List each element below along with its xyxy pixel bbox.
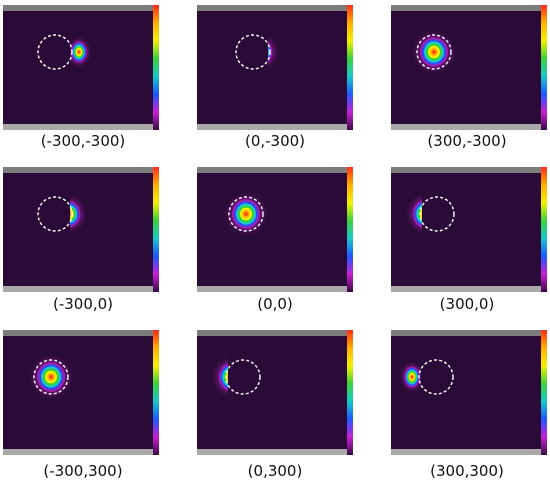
target-dashed-circle (416, 34, 452, 70)
beam-spot (210, 354, 228, 400)
colorbar (347, 330, 353, 455)
target-dashed-circle (235, 34, 271, 70)
image-top-bar (197, 167, 347, 173)
target-dashed-circle (228, 196, 264, 232)
image-bottom-bar (3, 286, 153, 292)
image-bottom-bar (197, 124, 347, 130)
target-dashed-circle (225, 359, 261, 395)
beam-spot (398, 360, 421, 394)
image-bottom-bar (3, 449, 153, 455)
beam-image-5 (197, 167, 353, 292)
image-top-bar (391, 330, 541, 336)
panel-label-1: (-300,-300) (40, 132, 126, 150)
beam-panel-9 (391, 330, 547, 455)
image-top-bar (3, 5, 153, 11)
target-dashed-circle (419, 196, 455, 232)
target-dashed-circle (37, 34, 73, 70)
panel-label-2: (0,-300) (244, 132, 306, 150)
colorbar (541, 5, 547, 130)
panel-label-4: (-300,0) (52, 295, 114, 313)
colorbar (153, 167, 159, 292)
beam-image-2 (197, 5, 353, 130)
colorbar (153, 5, 159, 130)
colorbar (541, 167, 547, 292)
image-bottom-bar (197, 286, 347, 292)
panel-label-3: (300,-300) (427, 132, 507, 150)
beam-image-8 (197, 330, 353, 455)
panel-label-7: (-300,300) (43, 462, 123, 480)
image-background (197, 167, 347, 292)
beam-panel-8 (197, 330, 353, 455)
image-top-bar (391, 167, 541, 173)
colorbar (153, 330, 159, 455)
colorbar (347, 5, 353, 130)
target-dashed-circle (37, 196, 73, 232)
beam-image-9 (391, 330, 547, 455)
image-top-bar (197, 5, 347, 11)
beam-image-4 (3, 167, 159, 292)
target-dashed-circle (33, 359, 69, 395)
panel-label-9: (300,300) (430, 462, 504, 480)
beam-panel-4 (3, 167, 159, 292)
beam-panel-1 (3, 5, 159, 130)
image-top-bar (391, 5, 541, 11)
image-top-bar (197, 330, 347, 336)
beam-image-1 (3, 5, 159, 130)
beam-image-7 (3, 330, 159, 455)
panel-label-8: (0,300) (247, 462, 303, 480)
image-bottom-bar (391, 124, 541, 130)
beam-panel-5 (197, 167, 353, 292)
image-background (3, 330, 153, 455)
image-top-bar (3, 167, 153, 173)
image-bottom-bar (197, 449, 347, 455)
beam-panel-6 (391, 167, 547, 292)
beam-panel-2 (197, 5, 353, 130)
beam-panel-7 (3, 330, 159, 455)
beam-spot (70, 193, 89, 235)
panel-label-6: (300,0) (439, 295, 495, 313)
image-top-bar (3, 330, 153, 336)
colorbar (347, 167, 353, 292)
image-bottom-bar (3, 124, 153, 130)
beam-panel-3 (391, 5, 547, 130)
image-bottom-bar (391, 286, 541, 292)
beam-image-3 (391, 5, 547, 130)
colorbar (541, 330, 547, 455)
beam-image-6 (391, 167, 547, 292)
image-background (391, 5, 541, 130)
beam-spot (70, 35, 93, 69)
panel-label-5: (0,0) (257, 295, 293, 313)
target-dashed-circle (418, 359, 454, 395)
beam-spot (404, 191, 422, 237)
image-bottom-bar (391, 449, 541, 455)
